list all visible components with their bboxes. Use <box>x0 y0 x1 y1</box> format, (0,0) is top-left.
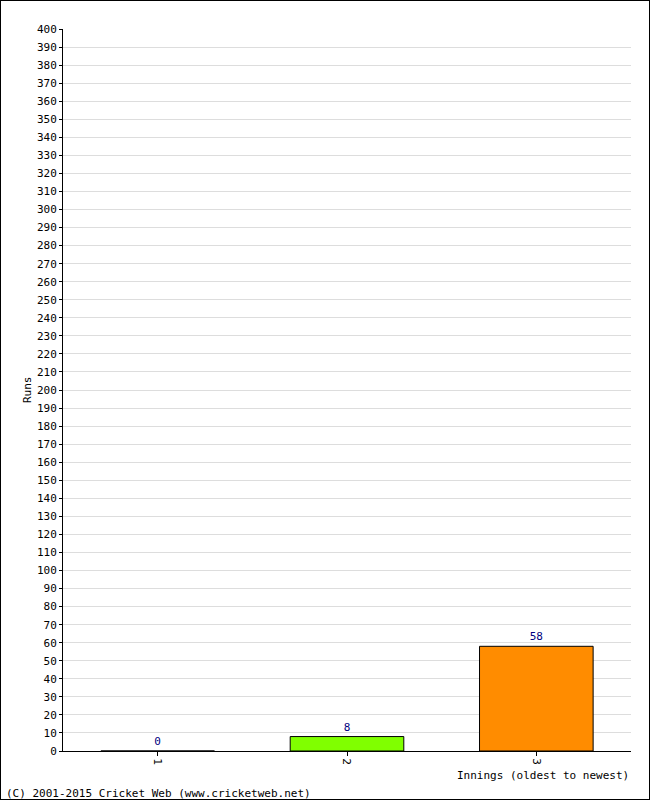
svg-text:200: 200 <box>37 384 57 397</box>
svg-text:150: 150 <box>37 474 57 487</box>
svg-text:30: 30 <box>44 691 57 704</box>
svg-text:230: 230 <box>37 330 57 343</box>
svg-text:40: 40 <box>44 673 57 686</box>
svg-text:130: 130 <box>37 510 57 523</box>
svg-text:340: 340 <box>37 131 57 144</box>
svg-text:300: 300 <box>37 203 57 216</box>
svg-text:120: 120 <box>37 528 57 541</box>
svg-text:160: 160 <box>37 456 57 469</box>
svg-text:270: 270 <box>37 258 57 271</box>
svg-text:250: 250 <box>37 294 57 307</box>
svg-text:290: 290 <box>37 221 57 234</box>
svg-text:180: 180 <box>37 420 57 433</box>
svg-text:210: 210 <box>37 366 57 379</box>
svg-text:170: 170 <box>37 438 57 451</box>
svg-text:80: 80 <box>44 600 57 613</box>
svg-text:10: 10 <box>44 727 57 740</box>
svg-text:1: 1 <box>151 758 164 765</box>
svg-text:400: 400 <box>37 23 57 36</box>
svg-text:58: 58 <box>530 630 543 643</box>
svg-text:8: 8 <box>344 721 351 734</box>
svg-text:20: 20 <box>44 709 57 722</box>
svg-text:(C) 2001-2015 Cricket Web (www: (C) 2001-2015 Cricket Web (www.cricketwe… <box>6 787 311 799</box>
svg-text:370: 370 <box>37 77 57 90</box>
svg-text:0: 0 <box>154 735 161 748</box>
svg-text:3: 3 <box>530 758 543 765</box>
svg-text:100: 100 <box>37 564 57 577</box>
svg-text:Innings (oldest to newest): Innings (oldest to newest) <box>457 769 629 782</box>
svg-text:260: 260 <box>37 276 57 289</box>
svg-text:70: 70 <box>44 619 57 632</box>
svg-text:380: 380 <box>37 59 57 72</box>
svg-text:Runs: Runs <box>21 377 34 404</box>
svg-text:310: 310 <box>37 185 57 198</box>
svg-text:90: 90 <box>44 582 57 595</box>
svg-text:2: 2 <box>340 758 353 765</box>
svg-text:220: 220 <box>37 348 57 361</box>
svg-text:140: 140 <box>37 492 57 505</box>
svg-text:50: 50 <box>44 655 57 668</box>
svg-text:320: 320 <box>37 167 57 180</box>
svg-text:0: 0 <box>50 745 57 758</box>
svg-text:360: 360 <box>37 95 57 108</box>
svg-text:240: 240 <box>37 312 57 325</box>
svg-text:280: 280 <box>37 239 57 252</box>
svg-text:60: 60 <box>44 637 57 650</box>
svg-text:190: 190 <box>37 402 57 415</box>
svg-text:330: 330 <box>37 149 57 162</box>
svg-text:390: 390 <box>37 41 57 54</box>
svg-text:350: 350 <box>37 113 57 126</box>
svg-text:110: 110 <box>37 546 57 559</box>
